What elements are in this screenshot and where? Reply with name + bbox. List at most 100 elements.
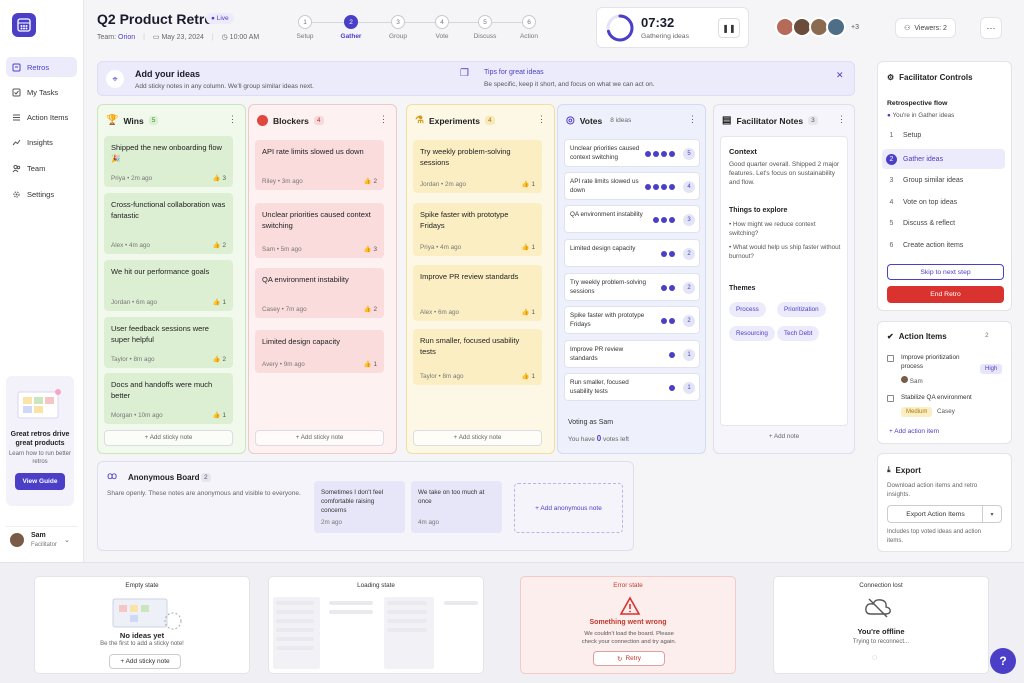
action-checkbox[interactable] [887, 395, 894, 402]
vote-row[interactable]: Run smaller, focused usability tests 1 [564, 373, 700, 401]
skip-step-button[interactable]: Skip to next step [887, 264, 1004, 280]
sidebar-item-team[interactable]: Team [6, 158, 77, 178]
sticky-note[interactable]: Docs and handoffs were much better Morgan… [104, 373, 233, 424]
add-sticky-note-button[interactable]: + Add sticky note [413, 430, 542, 446]
note-text: Cross-functional collaboration was fanta… [111, 200, 226, 220]
vote-row[interactable]: Improve PR review standards 1 [564, 340, 700, 368]
add-sticky-note-button[interactable]: + Add sticky note [109, 654, 181, 669]
export-dropdown[interactable]: ▾ [982, 505, 1002, 523]
anonymous-note[interactable]: We take on too much at once 4m ago [411, 481, 502, 533]
like-button[interactable]: 👍 2 [213, 241, 226, 249]
sticky-note[interactable]: API rate limits slowed us down Riley • 3m… [255, 140, 384, 190]
panel-header: ⤓ Export [887, 465, 921, 475]
sticky-note[interactable]: QA environment instability Casey • 7m ago… [255, 268, 384, 318]
step-setup[interactable]: 1 [298, 15, 312, 29]
add-anonymous-note-button[interactable]: + Add anonymous note [514, 483, 623, 533]
export-button[interactable]: Export Action Items [887, 505, 983, 523]
empty-board-icon [112, 598, 182, 630]
sidebar-item-my-tasks[interactable]: My Tasks [6, 82, 77, 102]
skeleton-line [444, 601, 478, 605]
step-vote[interactable]: 4 [435, 15, 449, 29]
step-gather[interactable]: 2 [344, 15, 358, 29]
sticky-note[interactable]: Try weekly problem-solving sessions Jorda… [413, 140, 542, 193]
sidebar-item-settings[interactable]: Settings [6, 184, 77, 204]
sticky-note[interactable]: Spike faster with prototype Fridays Priya… [413, 203, 542, 256]
team-link[interactable]: Orion [118, 34, 136, 41]
vote-row[interactable]: Limited design capacity 2 [564, 239, 700, 267]
pause-button[interactable]: ❚❚ [718, 18, 740, 38]
avatar[interactable] [826, 17, 846, 37]
flow-step[interactable]: 2 Gather ideas [886, 154, 943, 165]
theme-tag[interactable]: Process [729, 302, 766, 317]
skeleton-column [273, 597, 320, 669]
vote-dot [653, 217, 659, 223]
close-icon[interactable]: ✕ [836, 70, 844, 80]
vote-row[interactable]: Unclear priorities caused context switch… [564, 139, 700, 167]
action-checkbox[interactable] [887, 355, 894, 362]
vote-row[interactable]: QA environment instability 3 [564, 205, 700, 233]
sidebar-item-action-items[interactable]: Action Items [6, 107, 77, 127]
column-menu-icon[interactable]: ⋮ [228, 114, 237, 124]
sticky-note[interactable]: Limited design capacity Avery • 9m ago 👍 1 [255, 330, 384, 373]
sidebar-item-retros[interactable]: Retros [6, 57, 77, 77]
sticky-note[interactable]: Cross-functional collaboration was fanta… [104, 193, 233, 254]
flow-step[interactable]: 3 Group similar ideas [886, 177, 964, 184]
sticky-note[interactable]: Improve PR review standards Alex • 6m ago… [413, 265, 542, 321]
add-sticky-note-button[interactable]: + Add sticky note [255, 430, 384, 446]
vote-row[interactable]: Spike faster with prototype Fridays 2 [564, 306, 700, 334]
sticky-note[interactable]: Unclear priorities caused context switch… [255, 203, 384, 258]
user-menu[interactable]: Sam Facilitator ⌄ [6, 526, 78, 552]
like-button[interactable]: 👍 2 [364, 305, 377, 313]
theme-tag[interactable]: Resourcing [729, 326, 775, 341]
retry-button[interactable]: ↻ Retry [593, 651, 665, 666]
like-button[interactable]: 👍 3 [213, 174, 226, 182]
add-sticky-note-button[interactable]: + Add sticky note [104, 430, 233, 446]
like-button[interactable]: 👍 1 [522, 180, 535, 188]
like-button[interactable]: 👍 1 [213, 411, 226, 419]
status-badge-label: Live [216, 15, 229, 22]
flow-step[interactable]: 4 Vote on top ideas [886, 199, 958, 206]
flow-step-active[interactable] [882, 149, 1005, 169]
like-button[interactable]: 👍 1 [213, 298, 226, 306]
add-note-button[interactable]: + Add note [768, 433, 800, 440]
step-action[interactable]: 6 [522, 15, 536, 29]
column-menu-icon[interactable]: ⋮ [379, 114, 388, 124]
help-button[interactable]: ? [990, 648, 1016, 674]
anonymous-note[interactable]: Sometimes I don't feel comfortable raisi… [314, 481, 405, 533]
flow-step[interactable]: 5 Discuss & reflect [886, 220, 956, 227]
vote-text: Limited design capacity [570, 245, 636, 252]
flow-step[interactable]: 1 Setup [886, 132, 922, 139]
vote-row[interactable]: Try weekly problem-solving sessions 2 [564, 273, 700, 301]
like-button[interactable]: 👍 1 [522, 308, 535, 316]
like-button[interactable]: 👍 2 [213, 355, 226, 363]
flow-step[interactable]: 6 Create action items [886, 242, 964, 249]
sticky-note[interactable]: User feedback sessions were super helpfu… [104, 317, 233, 368]
theme-tag[interactable]: Tech Debt [777, 326, 820, 341]
step-discuss[interactable]: 5 [478, 15, 492, 29]
vote-count: 2 [683, 248, 695, 260]
empty-title: No ideas yet [119, 631, 165, 640]
view-guide-button[interactable]: View Guide [14, 473, 66, 490]
like-button[interactable]: 👍 3 [364, 245, 377, 253]
like-button[interactable]: 👍 2 [364, 177, 377, 185]
sticky-note[interactable]: We hit our performance goals Jordan • 6m … [104, 260, 233, 311]
column-menu-icon[interactable]: ⋮ [688, 114, 697, 124]
end-retro-button[interactable]: End Retro [887, 286, 1004, 303]
sidebar-item-insights[interactable]: Insights [6, 132, 77, 152]
viewers-button[interactable]: ⚇ Viewers: 2 [895, 18, 956, 38]
column-menu-icon[interactable]: ⋮ [537, 114, 546, 124]
sticky-note[interactable]: Shipped the new onboarding flow 🎉 Priya •… [104, 136, 233, 187]
flow-step-number: 5 [889, 220, 894, 227]
extra-participants[interactable]: +3 [851, 23, 859, 31]
column-menu-icon[interactable]: ⋮ [837, 114, 846, 124]
like-button[interactable]: 👍 1 [522, 372, 535, 380]
step-group[interactable]: 3 [391, 15, 405, 29]
sticky-note[interactable]: Run smaller, focused usability tests Tayl… [413, 329, 542, 385]
theme-tag[interactable]: Prioritization [777, 302, 826, 317]
vote-row[interactable]: API rate limits slowed us down 4 [564, 172, 700, 200]
like-button[interactable]: 👍 1 [364, 360, 377, 368]
app-logo[interactable] [12, 13, 36, 37]
add-action-item-button[interactable]: + Add action item [889, 428, 940, 435]
like-button[interactable]: 👍 1 [522, 243, 535, 251]
more-menu-button[interactable]: ⋯ [980, 17, 1002, 39]
